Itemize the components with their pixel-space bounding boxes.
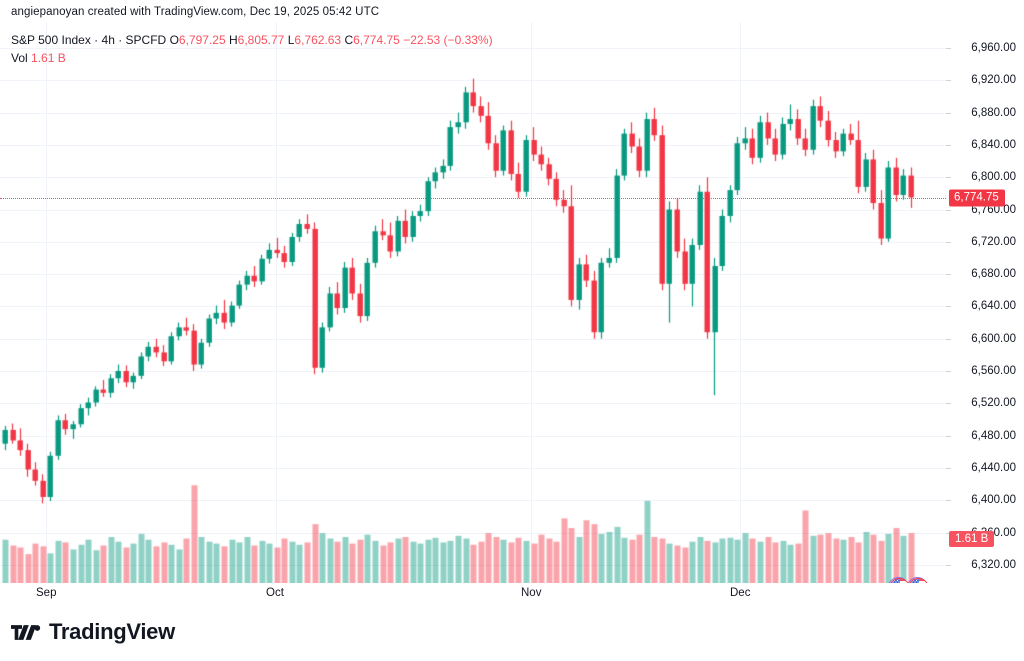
price-tick-dash [946, 338, 951, 340]
price-tick-label: 6,600.00 [971, 332, 1016, 345]
time-tick-label: Oct [266, 587, 284, 599]
legend-symbol[interactable]: S&P 500 Index [11, 33, 91, 47]
legend-open-key: O [169, 33, 179, 47]
price-tick-dash [946, 532, 951, 534]
legend-change-value: −22.53 (−0.33%) [403, 33, 493, 47]
time-tick-label: Dec [730, 587, 751, 599]
legend-high-key: H [228, 33, 238, 47]
price-tick-dash [946, 112, 951, 114]
legend-sep-2: · [114, 33, 126, 47]
price-axis[interactable]: 6,960.00 6,920.00 6,880.00 6,840.00 6,800.00… [946, 22, 1024, 583]
price-tick-label: 6,680.00 [971, 268, 1016, 281]
chart-legend[interactable]: S&P 500 Index · 4h · SPCFD O6,797.25 H6,… [11, 32, 493, 66]
legend-high-value: 6,805.77 [237, 33, 285, 47]
price-tick-label: 6,560.00 [971, 365, 1016, 377]
candlestick-series-canvas[interactable] [0, 22, 946, 583]
price-tick-label: 6,880.00 [971, 106, 1016, 119]
price-tick-label: 6,720.00 [971, 235, 1016, 248]
tradingview-logo[interactable]: TradingView [11, 621, 175, 643]
price-tick-label: 6,640.00 [971, 300, 1016, 313]
price-tick-dash [946, 306, 951, 308]
legend-volume-row: Vol 1.61 B [11, 50, 493, 66]
time-axis[interactable]: Sep Oct Nov Dec [0, 583, 1024, 605]
legend-exchange: SPCFD [125, 33, 167, 47]
tradingview-logo-text: TradingView [49, 619, 175, 644]
current-price-badge[interactable]: 6,774.75 [949, 189, 1005, 207]
time-tick-label: Nov [521, 587, 542, 599]
price-tick-label: 6,800.00 [971, 171, 1016, 184]
legend-sep-1: · [90, 33, 102, 47]
us-flag-event-marker[interactable] [889, 578, 910, 583]
legend-low-value: 6,762.63 [294, 33, 342, 47]
price-tick-label: 6,400.00 [971, 494, 1016, 507]
legend-interval[interactable]: 4h [101, 33, 115, 47]
legend-close-key: C [344, 33, 354, 47]
legend-close-value: 6,774.75 [353, 33, 400, 47]
price-tick-dash [946, 467, 951, 469]
attribution-text: angiepanoyan created with TradingView.co… [11, 6, 380, 18]
legend-low-key: L [287, 33, 295, 47]
price-tick-label: 6,840.00 [971, 138, 1016, 151]
price-tick-dash [946, 274, 951, 276]
plot-area[interactable] [0, 22, 946, 583]
volume-badge[interactable]: 1.61 B [949, 531, 995, 547]
price-tick-label: 6,920.00 [971, 74, 1016, 87]
footer: TradingView [0, 605, 1024, 661]
price-tick-label: 6,760.00 [971, 203, 1016, 216]
tradingview-logo-icon [11, 624, 41, 640]
chart-frame: 6,960.00 6,920.00 6,880.00 6,840.00 6,800.00… [0, 22, 1024, 605]
price-tick-dash [946, 80, 951, 82]
price-tick-dash [946, 209, 951, 211]
price-tick-label: 6,960.00 [971, 42, 1016, 54]
price-tick-label: 6,320.00 [971, 558, 1016, 571]
us-flag-event-marker[interactable] [908, 578, 929, 583]
price-tick-dash [946, 500, 951, 502]
time-tick-label: Sep [36, 587, 57, 599]
legend-volume-key: Vol [11, 51, 28, 65]
price-tick-label: 6,520.00 [971, 397, 1016, 410]
price-tick-label: 6,440.00 [971, 461, 1016, 474]
price-tick-dash [946, 144, 951, 146]
price-tick-dash [946, 371, 951, 372]
price-tick-dash [946, 403, 951, 405]
legend-ohlc-row: S&P 500 Index · 4h · SPCFD O6,797.25 H6,… [11, 32, 493, 48]
price-tick-dash [946, 435, 951, 437]
price-tick-dash [946, 177, 951, 179]
current-price-line [0, 197, 946, 199]
legend-volume-value: 1.61 B [31, 51, 66, 65]
price-tick-label: 6,480.00 [971, 429, 1016, 442]
price-tick-dash [946, 564, 951, 566]
price-tick-dash [946, 241, 951, 243]
price-tick-dash [946, 48, 951, 49]
legend-open-value: 6,797.25 [178, 33, 226, 47]
